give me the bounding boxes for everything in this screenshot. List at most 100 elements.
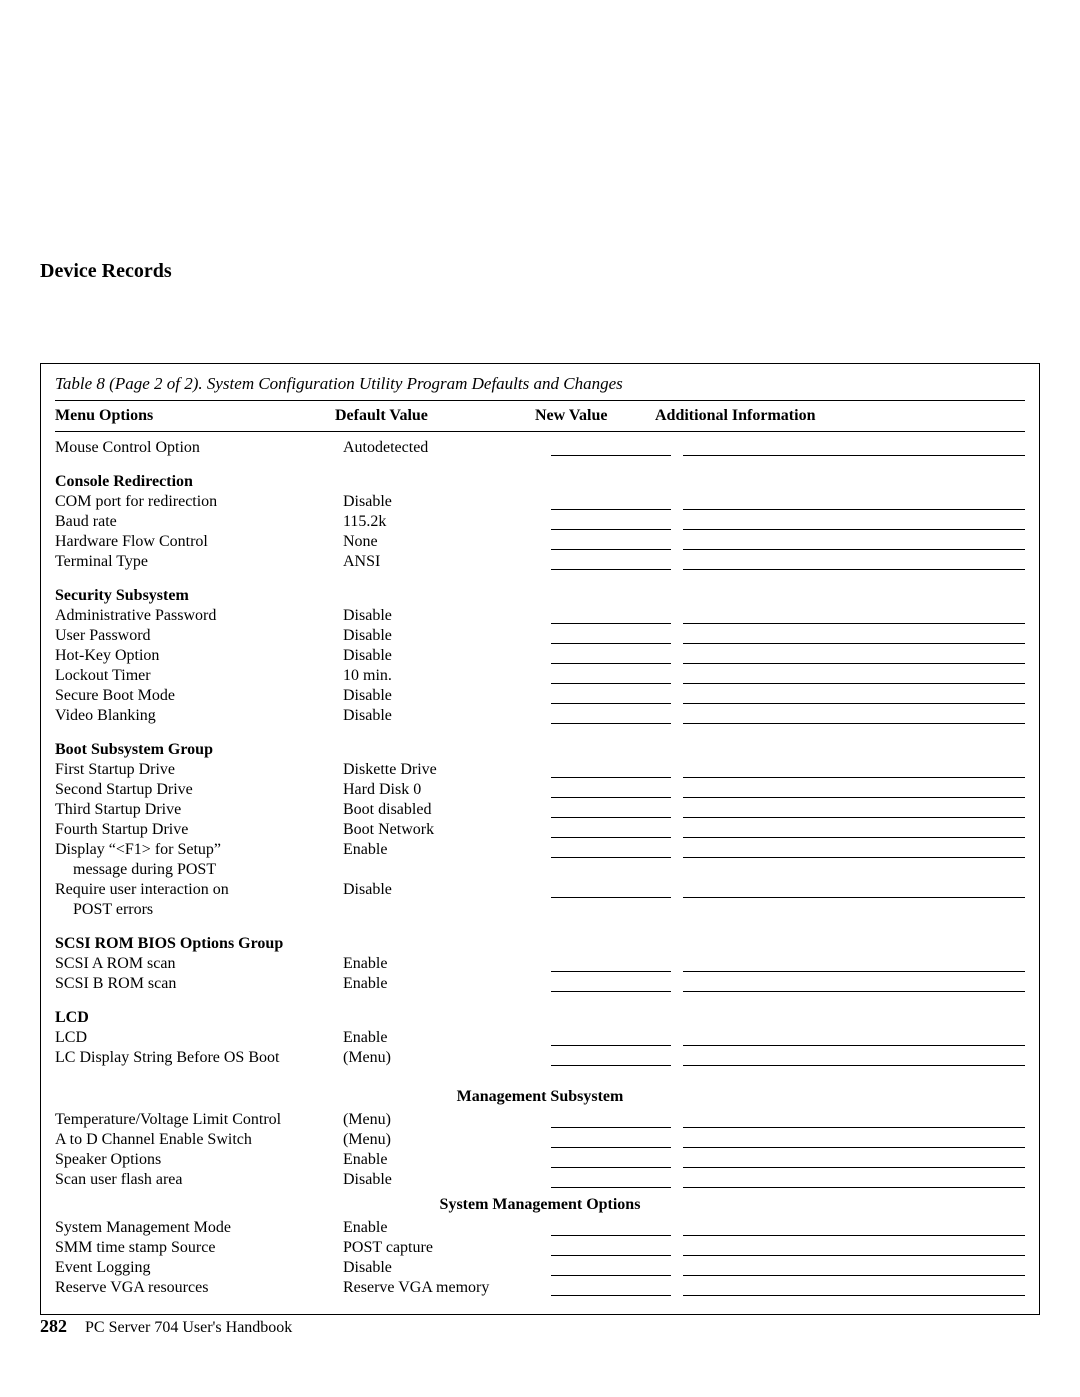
- page-number: 282: [40, 1316, 67, 1336]
- cell-default-value: 115.2k: [343, 512, 551, 532]
- cell-new-value: [551, 649, 683, 666]
- cell-default-value: Enable: [343, 840, 551, 860]
- cell-default-value: Hard Disk 0: [343, 780, 551, 800]
- blank-fill-line: [683, 1153, 1025, 1168]
- cell-default-value: Reserve VGA memory: [343, 1278, 551, 1298]
- table-row: LCDEnable: [55, 1028, 1025, 1048]
- cell-menu-option: Baud rate: [55, 512, 343, 532]
- cell-new-value: [551, 555, 683, 572]
- blank-fill-line: [551, 649, 671, 664]
- cell-additional-info: [683, 957, 1025, 974]
- blank-fill-line: [683, 515, 1025, 530]
- table-row: SMM time stamp SourcePOST capture: [55, 1238, 1025, 1258]
- table-row: POST errors: [55, 900, 1025, 920]
- cell-menu-option: SCSI A ROM scan: [55, 954, 343, 974]
- cell-additional-info: [683, 1173, 1025, 1190]
- blank-fill-line: [683, 1133, 1025, 1148]
- blank-fill-line: [551, 535, 671, 550]
- cell-additional-info: [683, 803, 1025, 820]
- cell-menu-option: Temperature/Voltage Limit Control: [55, 1110, 343, 1130]
- blank-fill-line: [683, 1031, 1025, 1046]
- header-new-value: New Value: [535, 407, 655, 425]
- blank-fill-line: [683, 1051, 1025, 1066]
- cell-new-value: [551, 515, 683, 532]
- blank-fill-line: [683, 763, 1025, 778]
- cell-new-value: [551, 803, 683, 820]
- cell-default-value: ANSI: [343, 552, 551, 572]
- document-page: Device Records Table 8 (Page 2 of 2). Sy…: [0, 0, 1080, 1397]
- blank-fill-line: [551, 803, 671, 818]
- cell-new-value: [551, 1113, 683, 1130]
- blank-fill-line: [683, 1261, 1025, 1276]
- cell-default-value: Autodetected: [343, 438, 551, 458]
- group-spacer: [55, 458, 1025, 472]
- table-rule-top: [55, 400, 1025, 401]
- cell-new-value: [551, 1241, 683, 1258]
- blank-fill-line: [683, 1281, 1025, 1296]
- table-row: Mouse Control OptionAutodetected: [55, 438, 1025, 458]
- cell-default-value: Disable: [343, 880, 551, 900]
- cell-new-value: [551, 883, 683, 900]
- cell-additional-info: [683, 1221, 1025, 1238]
- cell-additional-info: [683, 843, 1025, 860]
- group-title: Security Subsystem: [55, 586, 343, 606]
- blank-fill-line: [551, 977, 671, 992]
- blank-fill-line: [683, 823, 1025, 838]
- table-row: LC Display String Before OS Boot(Menu): [55, 1048, 1025, 1068]
- cell-new-value: [551, 609, 683, 626]
- cell-additional-info: [683, 689, 1025, 706]
- table-row: Video BlankingDisable: [55, 706, 1025, 726]
- cell-default-value: Disable: [343, 606, 551, 626]
- cell-menu-option: LCD: [55, 1028, 343, 1048]
- cell-default-value: Disable: [343, 686, 551, 706]
- cell-menu-option: POST errors: [55, 900, 343, 920]
- blank-fill-line: [551, 883, 671, 898]
- blank-fill-line: [551, 441, 671, 456]
- blank-fill-line: [551, 1281, 671, 1296]
- cell-new-value: [551, 783, 683, 800]
- cell-additional-info: [683, 1281, 1025, 1298]
- header-menu-options: Menu Options: [55, 407, 335, 425]
- cell-default-value: None: [343, 532, 551, 552]
- blank-fill-line: [551, 1113, 671, 1128]
- cell-additional-info: [683, 629, 1025, 646]
- blank-fill-line: [683, 609, 1025, 624]
- table-row: Hardware Flow ControlNone: [55, 532, 1025, 552]
- cell-additional-info: [683, 441, 1025, 458]
- cell-default-value: (Menu): [343, 1048, 551, 1068]
- cell-menu-continuation: message during POST: [55, 861, 216, 878]
- blank-fill-line: [551, 1051, 671, 1066]
- cell-additional-info: [683, 709, 1025, 726]
- cell-new-value: [551, 495, 683, 512]
- table-row: message during POST: [55, 860, 1025, 880]
- blank-fill-line: [683, 669, 1025, 684]
- table-caption: Table 8 (Page 2 of 2). System Configurat…: [55, 374, 1025, 398]
- cell-menu-option: message during POST: [55, 860, 343, 880]
- cell-new-value: [551, 977, 683, 994]
- cell-menu-option: Terminal Type: [55, 552, 343, 572]
- cell-menu-option: Speaker Options: [55, 1150, 343, 1170]
- table-row: Third Startup DriveBoot disabled: [55, 800, 1025, 820]
- cell-default-value: Disable: [343, 706, 551, 726]
- cell-default-value: Enable: [343, 1218, 551, 1238]
- cell-new-value: [551, 629, 683, 646]
- blank-fill-line: [683, 1113, 1025, 1128]
- blank-fill-line: [551, 1241, 671, 1256]
- cell-new-value: [551, 1031, 683, 1048]
- cell-menu-option: Event Logging: [55, 1258, 343, 1278]
- cell-menu-option: Require user interaction on: [55, 880, 343, 900]
- cell-additional-info: [683, 1241, 1025, 1258]
- cell-default-value: Enable: [343, 954, 551, 974]
- cell-additional-info: [683, 1261, 1025, 1278]
- blank-fill-line: [551, 1133, 671, 1148]
- cell-new-value: [551, 1051, 683, 1068]
- group-title: SCSI ROM BIOS Options Group: [55, 934, 343, 954]
- group-title: Console Redirection: [55, 472, 343, 492]
- table-row: SCSI A ROM scanEnable: [55, 954, 1025, 974]
- blank-fill-line: [551, 515, 671, 530]
- group-spacer: [55, 726, 1025, 740]
- blank-fill-line: [551, 609, 671, 624]
- cell-menu-option: First Startup Drive: [55, 760, 343, 780]
- table-row: User PasswordDisable: [55, 626, 1025, 646]
- group-title-row: Boot Subsystem Group: [55, 740, 1025, 760]
